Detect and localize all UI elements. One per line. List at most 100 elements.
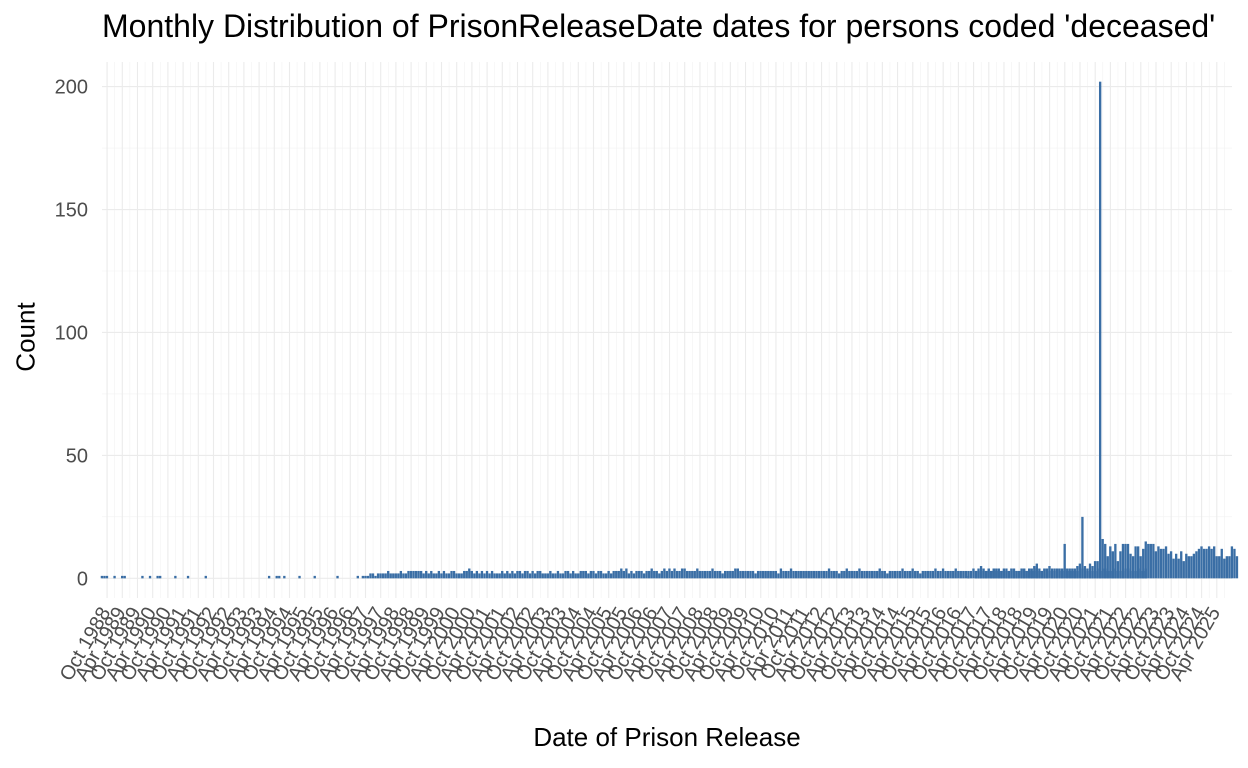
bar bbox=[452, 570, 456, 579]
bar bbox=[1129, 553, 1132, 579]
bar bbox=[1101, 538, 1104, 579]
bar bbox=[1139, 556, 1142, 579]
bar bbox=[898, 570, 902, 579]
bar bbox=[602, 573, 605, 579]
bar bbox=[800, 570, 803, 579]
bar bbox=[1083, 566, 1087, 579]
bar bbox=[863, 570, 866, 579]
bar bbox=[696, 568, 699, 579]
bar bbox=[1152, 543, 1155, 579]
bar bbox=[503, 573, 506, 579]
bar bbox=[708, 570, 712, 579]
bar bbox=[1060, 568, 1064, 579]
bar bbox=[369, 573, 372, 579]
bar bbox=[361, 575, 365, 579]
bar bbox=[1134, 546, 1137, 579]
bar bbox=[1063, 543, 1066, 579]
bar bbox=[777, 573, 780, 579]
bar bbox=[1180, 551, 1183, 579]
bar bbox=[784, 570, 788, 579]
bar bbox=[759, 570, 762, 579]
bar bbox=[997, 568, 1000, 579]
bar bbox=[1007, 570, 1011, 579]
bar bbox=[283, 575, 286, 579]
bar bbox=[571, 570, 575, 579]
bar bbox=[488, 573, 491, 579]
bar bbox=[1028, 568, 1031, 579]
bar bbox=[832, 570, 836, 579]
bar bbox=[1142, 548, 1145, 579]
bar bbox=[1096, 561, 1099, 579]
bar bbox=[278, 575, 281, 579]
bar bbox=[100, 575, 104, 579]
bar bbox=[957, 570, 960, 579]
bar bbox=[577, 573, 580, 579]
bar bbox=[718, 570, 722, 579]
bar bbox=[680, 568, 684, 579]
bar bbox=[797, 570, 800, 579]
bar bbox=[1022, 568, 1026, 579]
bar bbox=[113, 575, 116, 579]
y-tick-label: 50 bbox=[66, 445, 88, 467]
bar bbox=[1174, 553, 1178, 579]
bar bbox=[597, 570, 600, 579]
bar bbox=[969, 570, 973, 579]
bar bbox=[551, 573, 555, 579]
bar bbox=[660, 570, 663, 579]
bar bbox=[959, 570, 962, 579]
bar bbox=[620, 568, 623, 579]
bar bbox=[384, 573, 387, 579]
bar bbox=[1202, 548, 1206, 579]
bar bbox=[653, 570, 656, 579]
bar bbox=[468, 568, 471, 579]
bar bbox=[1010, 568, 1013, 579]
bar bbox=[688, 570, 691, 579]
bar bbox=[701, 570, 704, 579]
bar bbox=[767, 570, 770, 579]
bar bbox=[313, 575, 316, 579]
bar bbox=[1169, 551, 1173, 579]
bar bbox=[1233, 548, 1236, 579]
bar bbox=[121, 575, 124, 579]
bar bbox=[1109, 546, 1112, 579]
bar bbox=[650, 568, 653, 579]
bar bbox=[807, 570, 810, 579]
bar bbox=[883, 570, 886, 579]
bar bbox=[665, 570, 669, 579]
bar bbox=[645, 570, 648, 579]
bar bbox=[1015, 570, 1018, 579]
bar bbox=[746, 570, 750, 579]
bar bbox=[721, 573, 724, 579]
bar bbox=[549, 570, 552, 579]
bar bbox=[511, 570, 514, 579]
bar bbox=[513, 573, 517, 579]
bar bbox=[1228, 556, 1231, 579]
bar bbox=[440, 573, 443, 579]
bar bbox=[794, 570, 798, 579]
major-gridlines bbox=[102, 62, 1232, 598]
bar bbox=[495, 573, 499, 579]
bar bbox=[1111, 551, 1114, 579]
bar bbox=[888, 570, 892, 579]
bar bbox=[886, 573, 889, 579]
bar bbox=[1048, 566, 1051, 579]
bar bbox=[865, 570, 869, 579]
bar bbox=[1050, 568, 1054, 579]
bar bbox=[627, 573, 631, 579]
bar-series bbox=[100, 81, 1239, 579]
bar bbox=[843, 570, 846, 579]
bar bbox=[658, 573, 661, 579]
bar bbox=[749, 570, 752, 579]
bar bbox=[984, 570, 988, 579]
bar bbox=[1076, 566, 1079, 579]
bar bbox=[635, 570, 638, 579]
bar bbox=[579, 570, 582, 579]
bar bbox=[706, 570, 709, 579]
bar bbox=[853, 570, 856, 579]
bar bbox=[916, 570, 919, 579]
bar bbox=[691, 570, 694, 579]
bar bbox=[840, 570, 843, 579]
bar bbox=[536, 570, 539, 579]
bar bbox=[946, 570, 950, 579]
bar bbox=[501, 570, 504, 579]
